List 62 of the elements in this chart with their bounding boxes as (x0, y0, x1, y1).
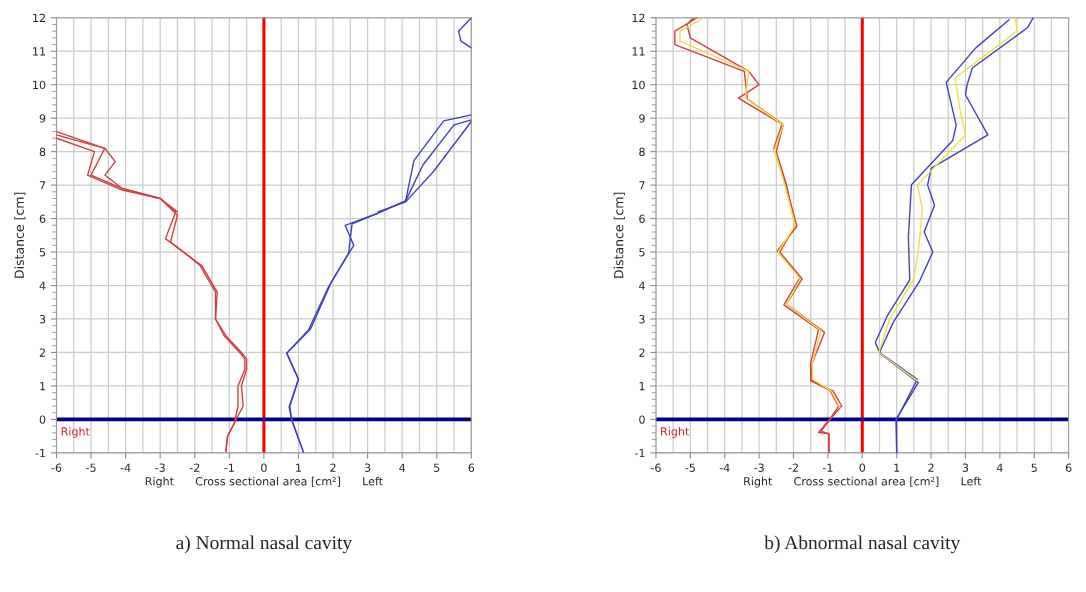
x-axis-title: Right Cross sectional area [cm²] Left (744, 476, 982, 488)
y-tick-label: 5 (639, 248, 645, 257)
x-tick-label: -3 (155, 463, 165, 472)
x-tick-label: -4 (719, 463, 730, 472)
y-tick-label: 7 (39, 181, 46, 190)
annotation: Right (661, 427, 690, 438)
y-tick-label: 3 (39, 314, 46, 324)
y-tick-label: 10 (33, 80, 46, 90)
y-tick-label: 8 (39, 147, 46, 157)
x-tick-label: -6 (51, 463, 62, 472)
y-tick-label: 0 (39, 415, 46, 424)
y-tick-label: 11 (632, 47, 645, 56)
y-tick-label: 10 (632, 80, 645, 90)
x-tick-label: -3 (754, 463, 764, 472)
x-tick-label: 6 (468, 463, 475, 472)
x-tick-label: -1 (224, 463, 234, 472)
y-tick-label: 0 (639, 415, 645, 424)
y-tick-label: 6 (639, 214, 645, 223)
x-tick-label: -5 (685, 463, 695, 472)
y-tick-label: 9 (639, 114, 645, 123)
y-tick-label: 2 (639, 348, 645, 357)
y-tick-label: 5 (39, 248, 46, 257)
x-tick-label: -2 (189, 463, 200, 472)
y-tick-label: 12 (632, 13, 645, 22)
x-tick-label: 3 (364, 463, 371, 472)
y-tick-label: 1 (639, 382, 645, 391)
x-tick-label: 2 (928, 463, 934, 472)
x-tick-label: -5 (86, 463, 96, 472)
x-tick-label: -2 (788, 463, 798, 472)
x-axis-title: Right Cross sectional area [cm²] Left (145, 476, 383, 488)
x-tick-label: 4 (996, 463, 1003, 472)
x-tick-label: 3 (962, 463, 969, 472)
x-tick-label: 5 (1031, 463, 1037, 472)
x-tick-label: -1 (822, 463, 833, 472)
x-tick-label: 1 (894, 463, 900, 472)
y-tick-label: 8 (639, 147, 645, 157)
x-tick-label: 5 (434, 463, 440, 472)
y-tick-label: 4 (639, 281, 645, 290)
x-tick-label: 6 (1065, 463, 1072, 472)
x-tick-label: -4 (120, 463, 131, 472)
x-tick-label: 0 (859, 463, 866, 472)
y-tick-label: -1 (35, 449, 46, 458)
y-axis-title: Distance [cm] (613, 192, 625, 278)
y-axis-title: Distance [cm] (14, 192, 26, 278)
y-tick-label: 2 (39, 348, 45, 357)
x-tick-label: 2 (330, 463, 336, 472)
y-tick-label: 7 (639, 181, 645, 190)
y-tick-label: 1 (40, 382, 46, 391)
text: a) Normal nasal cavity (176, 535, 353, 554)
x-tick-label: 0 (261, 463, 267, 472)
y-tick-label: 11 (33, 47, 46, 56)
x-tick-label: 1 (296, 463, 301, 472)
y-tick-label: 3 (639, 314, 645, 324)
y-tick-label: 6 (39, 214, 46, 223)
x-tick-label: 4 (399, 463, 406, 472)
y-tick-label: 12 (33, 13, 45, 22)
x-tick-label: -6 (650, 463, 661, 472)
y-tick-label: 4 (39, 281, 46, 290)
annotation: Right (61, 427, 90, 438)
text: b) Abnormal nasal cavity (764, 535, 961, 554)
y-tick-label: 9 (39, 114, 46, 123)
y-tick-label: -1 (634, 449, 645, 458)
